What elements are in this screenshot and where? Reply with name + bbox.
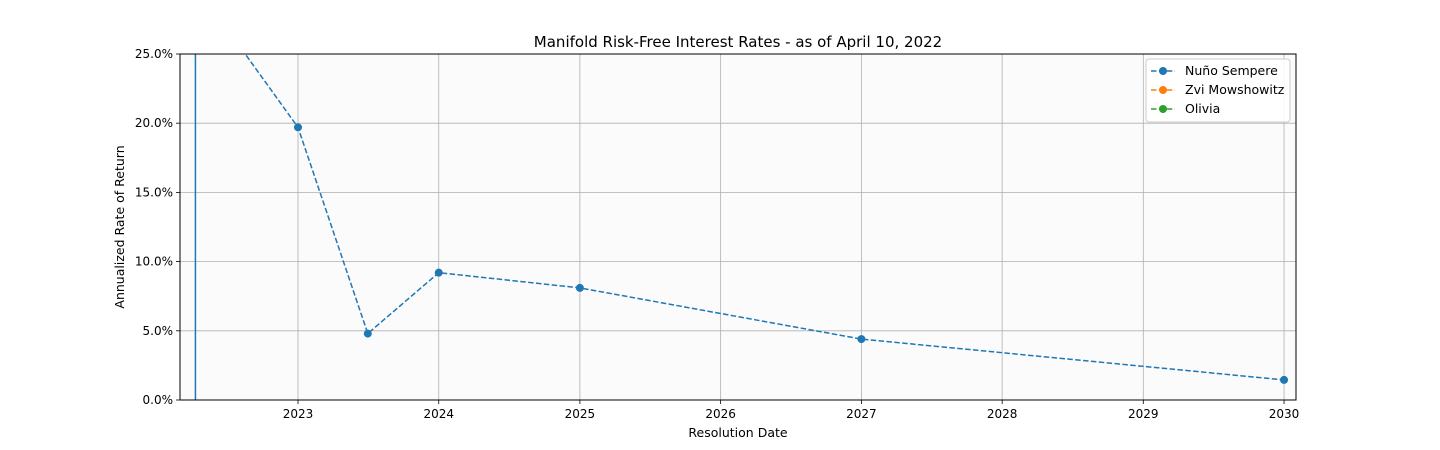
chart-title: Manifold Risk-Free Interest Rates - as o…	[534, 33, 942, 51]
legend-label: Olivia	[1185, 101, 1220, 116]
y-axis-ticks: 0.0% 5.0% 10.0% 15.0% 20.0% 25.0%	[135, 47, 180, 407]
legend-marker	[1159, 67, 1167, 75]
legend-label: Zvi Mowshowitz	[1185, 82, 1285, 97]
plot-area	[180, 54, 1296, 400]
legend: Nuño Sempere Zvi Mowshowitz Olivia	[1145, 58, 1291, 123]
plot-content	[194, 54, 1289, 400]
data-point	[294, 123, 303, 132]
x-tick-label: 2023	[283, 407, 314, 421]
y-tick-label: 15.0%	[135, 185, 173, 199]
data-point	[434, 268, 443, 277]
series-points	[294, 123, 1289, 384]
x-tick-label: 2024	[423, 407, 454, 421]
legend-marker	[1159, 105, 1167, 113]
y-tick-label: 20.0%	[135, 116, 173, 130]
y-tick-label: 0.0%	[143, 393, 174, 407]
legend-marker	[1159, 86, 1167, 94]
x-tick-label: 2027	[846, 407, 877, 421]
x-axis-ticks: 2023 2024 2025 2026 2027 2028 2029 2030	[283, 400, 1300, 421]
data-point	[363, 329, 372, 338]
legend-label: Nuño Sempere	[1185, 63, 1278, 78]
x-tick-label: 2028	[987, 407, 1018, 421]
x-tick-label: 2025	[565, 407, 596, 421]
y-tick-label: 5.0%	[143, 324, 174, 338]
x-axis-label: Resolution Date	[688, 425, 787, 440]
x-tick-label: 2030	[1269, 407, 1300, 421]
data-point	[857, 335, 866, 344]
y-axis-label: Annualized Rate of Return	[112, 145, 127, 308]
legend-frame	[1145, 58, 1291, 123]
y-tick-label: 25.0%	[135, 47, 173, 61]
y-tick-label: 10.0%	[135, 255, 173, 269]
data-point	[1280, 375, 1289, 384]
x-tick-label: 2026	[705, 407, 736, 421]
x-tick-label: 2029	[1128, 407, 1159, 421]
plot-frame	[179, 53, 1297, 401]
data-point	[575, 283, 584, 292]
